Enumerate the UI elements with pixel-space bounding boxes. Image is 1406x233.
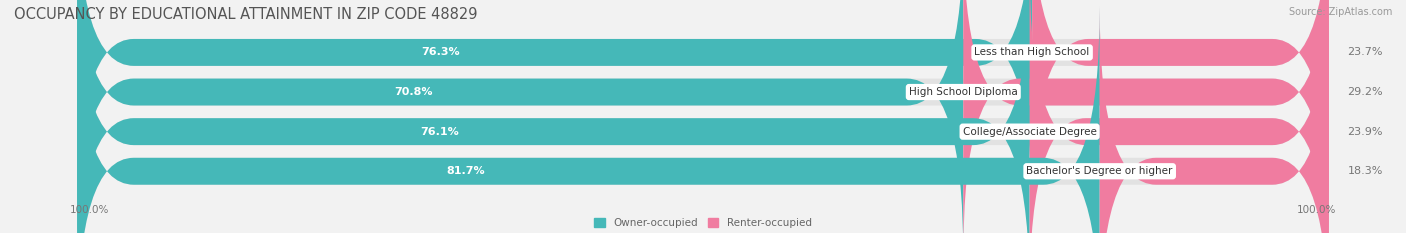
Text: Bachelor's Degree or higher: Bachelor's Degree or higher: [1026, 166, 1173, 176]
FancyBboxPatch shape: [1032, 0, 1329, 217]
FancyBboxPatch shape: [77, 0, 1329, 217]
Text: 23.9%: 23.9%: [1347, 127, 1384, 137]
Text: 23.7%: 23.7%: [1347, 48, 1384, 57]
Text: OCCUPANCY BY EDUCATIONAL ATTAINMENT IN ZIP CODE 48829: OCCUPANCY BY EDUCATIONAL ATTAINMENT IN Z…: [14, 7, 478, 22]
FancyBboxPatch shape: [77, 0, 1329, 233]
Text: 100.0%: 100.0%: [1296, 205, 1336, 215]
FancyBboxPatch shape: [77, 7, 1329, 233]
FancyBboxPatch shape: [77, 0, 1029, 233]
Text: High School Diploma: High School Diploma: [908, 87, 1018, 97]
FancyBboxPatch shape: [77, 0, 1032, 217]
Text: Source: ZipAtlas.com: Source: ZipAtlas.com: [1288, 7, 1392, 17]
Text: 18.3%: 18.3%: [1347, 166, 1384, 176]
Text: College/Associate Degree: College/Associate Degree: [963, 127, 1097, 137]
FancyBboxPatch shape: [77, 7, 1099, 233]
Text: 81.7%: 81.7%: [447, 166, 485, 176]
Text: 70.8%: 70.8%: [395, 87, 433, 97]
Legend: Owner-occupied, Renter-occupied: Owner-occupied, Renter-occupied: [595, 218, 811, 228]
Text: Less than High School: Less than High School: [974, 48, 1090, 57]
Text: 76.1%: 76.1%: [420, 127, 458, 137]
Text: 76.3%: 76.3%: [420, 48, 460, 57]
Text: 100.0%: 100.0%: [70, 205, 110, 215]
FancyBboxPatch shape: [77, 0, 1329, 233]
Text: 29.2%: 29.2%: [1347, 87, 1384, 97]
FancyBboxPatch shape: [1099, 7, 1329, 233]
FancyBboxPatch shape: [77, 0, 963, 233]
FancyBboxPatch shape: [963, 0, 1329, 233]
FancyBboxPatch shape: [1029, 0, 1329, 233]
